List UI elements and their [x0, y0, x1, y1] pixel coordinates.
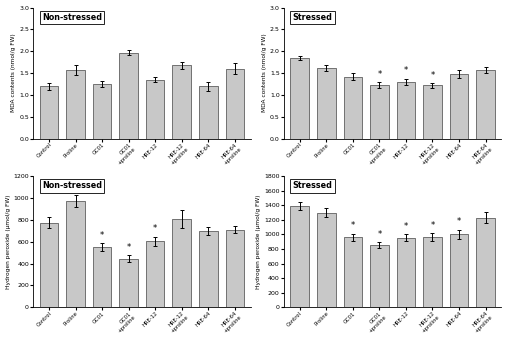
- Bar: [146, 241, 164, 307]
- Bar: [450, 234, 468, 307]
- Text: *: *: [430, 221, 434, 230]
- Y-axis label: MDA contents (nmol/g FW): MDA contents (nmol/g FW): [11, 34, 16, 113]
- Text: Non-stressed: Non-stressed: [42, 13, 102, 22]
- Bar: [66, 70, 85, 139]
- Bar: [199, 86, 218, 139]
- Text: *: *: [404, 67, 408, 75]
- Bar: [476, 218, 495, 307]
- Bar: [423, 237, 442, 307]
- Bar: [172, 219, 191, 307]
- Bar: [291, 206, 309, 307]
- Bar: [226, 230, 244, 307]
- Text: Stressed: Stressed: [293, 13, 333, 22]
- Bar: [317, 212, 336, 307]
- Bar: [370, 85, 389, 139]
- Bar: [370, 245, 389, 307]
- Bar: [226, 69, 244, 139]
- Bar: [450, 74, 468, 139]
- Bar: [93, 84, 112, 139]
- Bar: [423, 85, 442, 139]
- Bar: [93, 247, 112, 307]
- Bar: [119, 259, 138, 307]
- Bar: [317, 68, 336, 139]
- Text: *: *: [457, 217, 461, 226]
- Bar: [344, 76, 362, 139]
- Text: *: *: [377, 230, 381, 239]
- Bar: [396, 82, 415, 139]
- Text: *: *: [377, 70, 381, 79]
- Bar: [291, 58, 309, 139]
- Text: *: *: [127, 243, 131, 252]
- Y-axis label: MDA contents (nmol/g FW): MDA contents (nmol/g FW): [262, 34, 267, 113]
- Bar: [396, 238, 415, 307]
- Text: *: *: [404, 222, 408, 231]
- Bar: [199, 231, 218, 307]
- Bar: [40, 86, 58, 139]
- Text: Non-stressed: Non-stressed: [42, 182, 102, 190]
- Bar: [40, 223, 58, 307]
- Text: Stressed: Stressed: [293, 182, 333, 190]
- Bar: [66, 201, 85, 307]
- Y-axis label: Hydrogen peroxide (μmol/g FW): Hydrogen peroxide (μmol/g FW): [6, 194, 11, 289]
- Text: *: *: [430, 71, 434, 80]
- Bar: [146, 80, 164, 139]
- Bar: [119, 53, 138, 139]
- Bar: [344, 237, 362, 307]
- Text: *: *: [100, 231, 104, 240]
- Bar: [172, 65, 191, 139]
- Text: *: *: [351, 221, 355, 231]
- Y-axis label: Hydrogen peroxide (μmol/g FW): Hydrogen peroxide (μmol/g FW): [256, 194, 261, 289]
- Bar: [476, 70, 495, 139]
- Text: *: *: [153, 224, 157, 233]
